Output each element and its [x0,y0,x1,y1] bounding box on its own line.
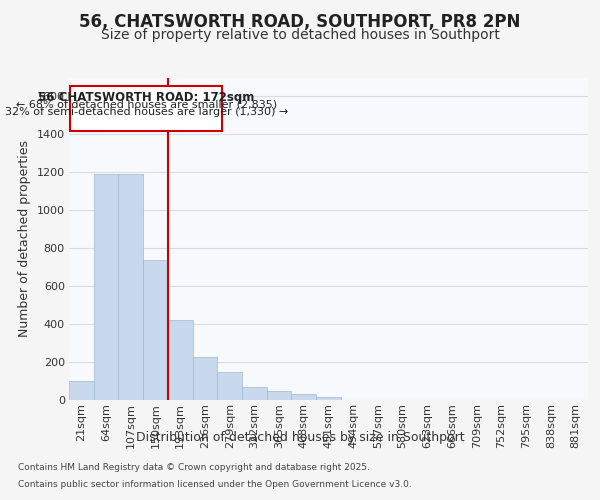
Bar [242,386,267,400]
Text: ← 68% of detached houses are smaller (2,835): ← 68% of detached houses are smaller (2,… [16,100,277,110]
Bar [316,396,341,400]
Bar [267,390,292,400]
Bar [69,381,94,400]
Text: Contains public sector information licensed under the Open Government Licence v3: Contains public sector information licen… [18,480,412,489]
Y-axis label: Number of detached properties: Number of detached properties [18,140,31,337]
Bar [70,86,222,130]
Text: Size of property relative to detached houses in Southport: Size of property relative to detached ho… [101,28,499,42]
Text: Distribution of detached houses by size in Southport: Distribution of detached houses by size … [136,431,464,444]
Bar [292,394,316,400]
Bar [193,356,217,400]
Text: 32% of semi-detached houses are larger (1,330) →: 32% of semi-detached houses are larger (… [5,108,288,118]
Bar [217,372,242,400]
Text: Contains HM Land Registry data © Crown copyright and database right 2025.: Contains HM Land Registry data © Crown c… [18,464,370,472]
Bar [118,174,143,400]
Bar [168,320,193,400]
Bar [143,260,168,400]
Text: 56 CHATSWORTH ROAD: 172sqm: 56 CHATSWORTH ROAD: 172sqm [38,92,254,104]
Bar [94,174,118,400]
Text: 56, CHATSWORTH ROAD, SOUTHPORT, PR8 2PN: 56, CHATSWORTH ROAD, SOUTHPORT, PR8 2PN [79,12,521,30]
